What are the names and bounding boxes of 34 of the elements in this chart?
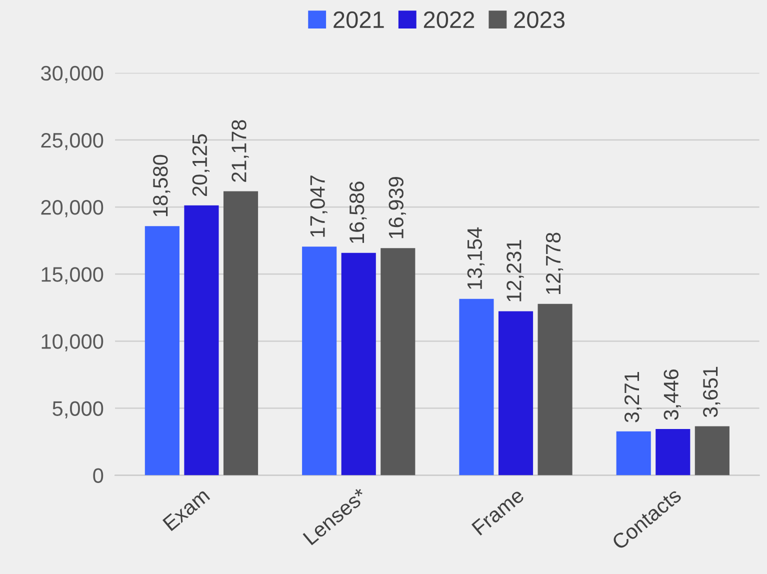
bar — [341, 252, 376, 476]
data-label: 21,178 — [232, 120, 249, 182]
data-label: 16,939 — [388, 177, 406, 238]
y-tick-label: 25,000 — [41, 132, 104, 150]
data-label: 18,580 — [153, 154, 170, 216]
data-label: 17,047 — [310, 176, 328, 237]
data-label: 3,651 — [703, 366, 720, 418]
data-label: 12,231 — [506, 240, 524, 302]
bar — [498, 311, 534, 476]
bar — [223, 191, 258, 476]
bar — [380, 248, 416, 476]
y-tick-label: 5,000 — [52, 401, 104, 418]
bar — [302, 246, 337, 476]
y-tick-label: 0 — [93, 468, 104, 484]
data-label: 12,778 — [546, 232, 564, 294]
y-tick-label: 30,000 — [41, 66, 104, 84]
y-tick-label: 15,000 — [42, 267, 104, 284]
legend-label: 2022 — [424, 11, 474, 28]
data-label: 20,125 — [192, 134, 210, 196]
data-label: 3,446 — [664, 370, 681, 420]
y-tick-label: 20,000 — [41, 200, 104, 218]
bar — [538, 304, 572, 476]
y-tick-label: 10,000 — [42, 334, 104, 352]
bar — [616, 431, 651, 476]
bar — [694, 426, 730, 476]
bar — [656, 429, 690, 476]
legend-label: 2023 — [514, 11, 565, 28]
data-label: 3,271 — [624, 372, 642, 422]
data-label: 13,154 — [467, 227, 485, 289]
bar — [144, 226, 180, 476]
bar — [184, 205, 219, 476]
data-label: 16,586 — [349, 182, 367, 243]
bar — [459, 298, 494, 476]
legend-label: 2021 — [334, 11, 384, 28]
